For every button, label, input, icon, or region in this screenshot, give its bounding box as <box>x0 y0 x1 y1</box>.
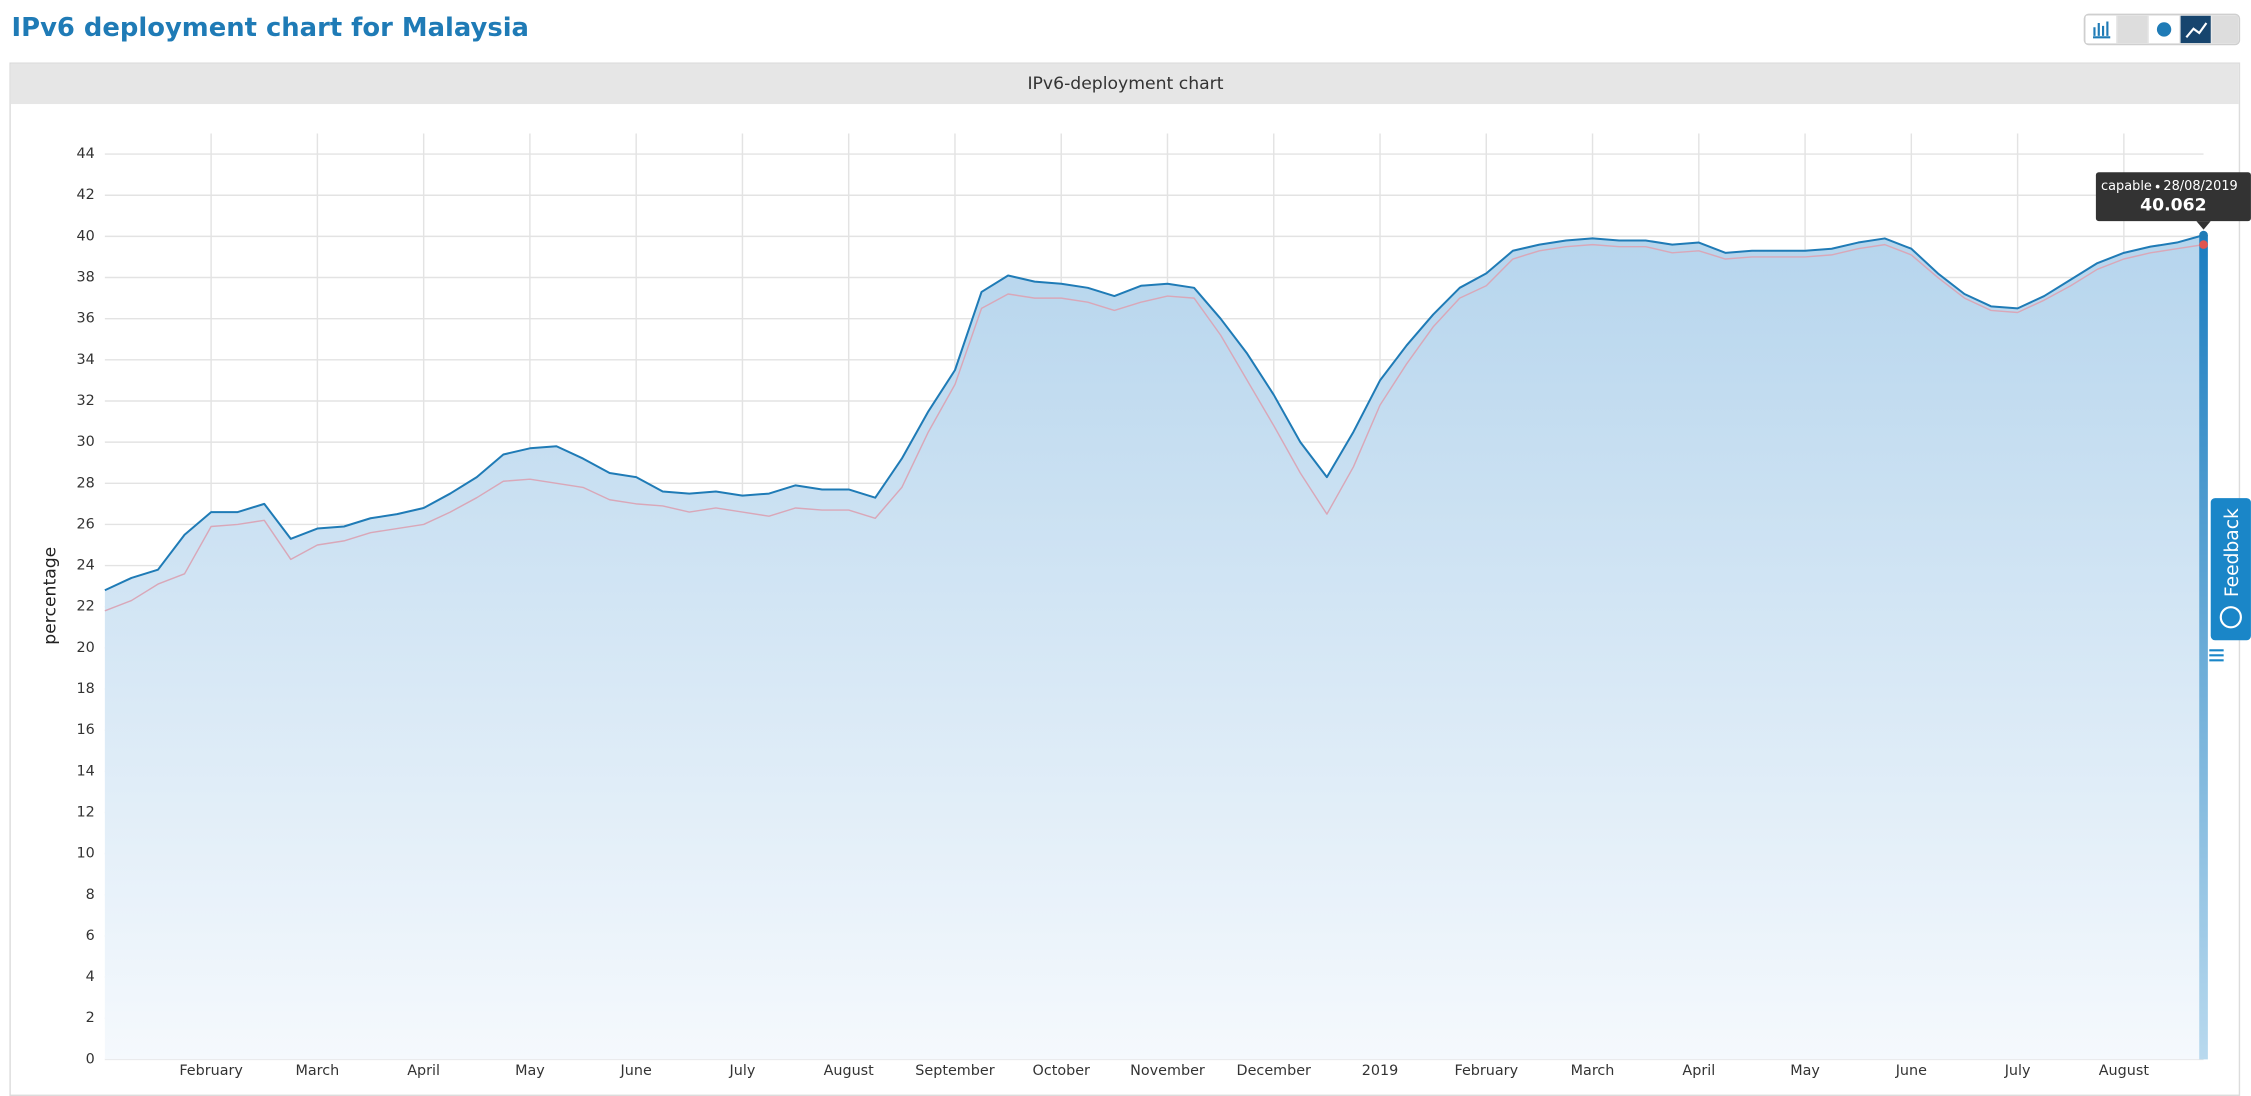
feedback-icon <box>2219 606 2242 629</box>
y-tick-label: 38 <box>77 270 95 286</box>
y-tick-label: 32 <box>77 393 95 409</box>
y-tick-label: 40 <box>77 228 95 244</box>
y-tick-label: 8 <box>86 887 95 903</box>
y-tick-label: 28 <box>77 475 95 491</box>
x-tick-label: April <box>1682 1063 1715 1079</box>
y-tick-label: 2 <box>86 1010 95 1026</box>
y-tick-label: 34 <box>77 352 95 368</box>
x-tick-label: March <box>296 1063 340 1079</box>
x-tick-label: March <box>1571 1063 1615 1079</box>
feedback-button[interactable] <box>2210 498 2251 641</box>
tooltip-bullet <box>2155 184 2160 189</box>
x-tick-label: October <box>1033 1063 1091 1079</box>
y-tick-label: 4 <box>86 969 95 985</box>
y-tick-label: 0 <box>86 1051 95 1067</box>
x-tick-label: February <box>1455 1063 1519 1079</box>
bar-icon <box>2093 21 2111 39</box>
tooltip-box <box>2095 172 2251 222</box>
tooltip-series: capable <box>2101 179 2152 194</box>
menu-icon[interactable] <box>2209 649 2224 662</box>
series-line <box>104 234 2204 592</box>
x-tick-label: September <box>915 1063 994 1079</box>
y-axis-label: percentage <box>40 547 60 645</box>
y-tick-label: 12 <box>77 804 95 820</box>
x-tick-label: August <box>824 1063 875 1079</box>
x-tick-label: February <box>179 1063 243 1079</box>
y-tick-label: 24 <box>77 558 95 574</box>
toolbar[interactable] <box>2083 13 2241 46</box>
x-tick-label: June <box>620 1063 652 1079</box>
plot: 0246810121416182022242628303234363840424… <box>77 133 2251 1079</box>
y-tick-label: 16 <box>77 722 95 738</box>
area-fill <box>104 235 2204 1060</box>
x-tick-label: November <box>1130 1063 1205 1079</box>
line-icon <box>2185 22 2208 39</box>
hover-bar <box>2199 235 2208 1060</box>
x-tick-label: May <box>1790 1063 1820 1079</box>
x-tick-label: July <box>2004 1063 2031 1079</box>
feedback-label: Feedback <box>2222 508 2243 597</box>
y-tick-label: 26 <box>77 516 95 532</box>
x-tick-label: April <box>407 1063 440 1079</box>
y-tick-label: 14 <box>77 763 95 779</box>
hover-point <box>2199 230 2208 240</box>
x-tick-label: May <box>515 1063 545 1079</box>
y-tick-label: 20 <box>77 640 95 656</box>
x-tick-label: July <box>729 1063 756 1079</box>
y-tick-label: 30 <box>77 434 95 450</box>
y-tick-label: 44 <box>77 146 95 162</box>
tooltip-value: 40.062 <box>2140 195 2206 215</box>
panel-header <box>10 63 2239 105</box>
x-tick-label: 2019 <box>1362 1063 1399 1079</box>
globe-icon <box>2156 22 2172 37</box>
x-tick-label: December <box>1237 1063 1311 1079</box>
table-view-button[interactable] <box>2117 15 2148 44</box>
page-title: IPv6 deployment chart for Malaysia <box>12 13 529 43</box>
y-tick-label: 18 <box>77 681 95 697</box>
y-tick-label: 10 <box>77 846 95 862</box>
x-tick-label: June <box>1895 1063 1927 1079</box>
other-view-button[interactable] <box>2212 15 2239 44</box>
x-tick-label: August <box>2099 1063 2150 1079</box>
tooltip-arrow <box>2196 221 2211 230</box>
series-line <box>104 243 2204 612</box>
y-tick-label: 22 <box>77 599 95 615</box>
bar-view-button[interactable] <box>2085 15 2116 44</box>
feedback-tab[interactable]: Feedback <box>2209 498 2251 662</box>
y-tick-label: 6 <box>86 928 95 944</box>
chart-title: IPv6-deployment chart <box>1027 74 1223 94</box>
y-tick-label: 36 <box>77 311 95 327</box>
hover-point <box>2199 240 2208 249</box>
y-tick-label: 42 <box>77 187 95 203</box>
tooltip-date: 28/08/2019 <box>2163 179 2237 194</box>
